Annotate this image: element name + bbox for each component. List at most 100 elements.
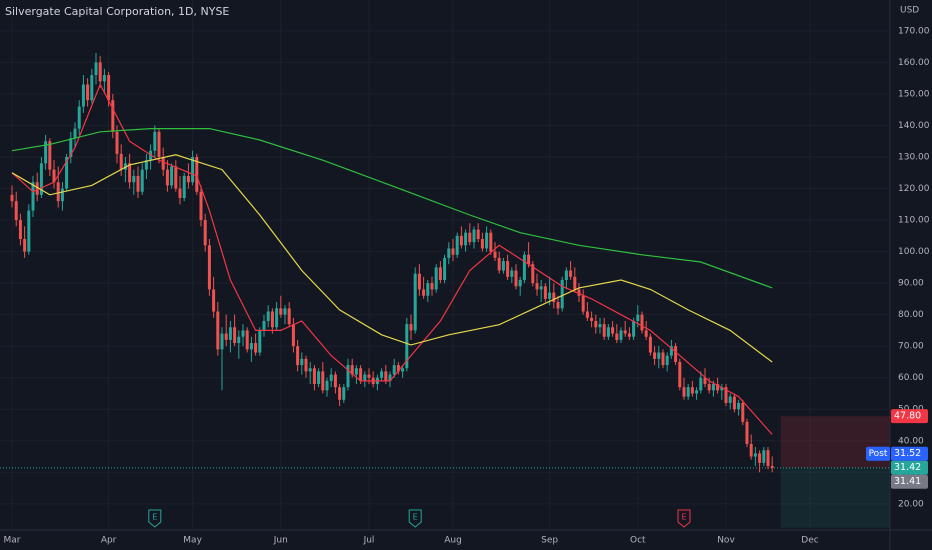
candle-body	[493, 251, 497, 258]
candle-body	[527, 254, 531, 265]
candle-body	[556, 302, 560, 309]
candle-body	[102, 75, 106, 82]
candle-body	[342, 387, 346, 400]
candle-body	[94, 62, 98, 76]
candle-body	[367, 374, 371, 378]
candle-body	[430, 283, 434, 290]
candle-body	[669, 346, 673, 356]
candle-body	[77, 106, 81, 129]
candle-body	[73, 128, 77, 139]
candle-body	[195, 157, 199, 192]
candle-body	[270, 311, 274, 328]
candle-body	[602, 324, 606, 337]
candle-body	[363, 374, 367, 381]
candle-body	[758, 453, 762, 463]
candle-body	[422, 289, 426, 296]
candle-body	[703, 377, 707, 385]
candle-body	[476, 229, 480, 239]
x-tick-label: Oct	[630, 536, 646, 546]
candle-body	[249, 343, 253, 350]
y-tick-label: 40.00	[898, 436, 924, 446]
candle-body	[275, 308, 279, 328]
candle-body	[657, 352, 661, 359]
candle-body	[766, 450, 770, 466]
candle-body	[48, 141, 52, 170]
x-tick-label: Dec	[801, 536, 818, 546]
candle-body	[161, 157, 165, 170]
candle-body	[283, 308, 287, 315]
candle-body	[81, 84, 85, 107]
candle-body	[552, 292, 556, 303]
axes: 20.0030.0040.0050.0060.0070.0080.0090.00…	[4, 26, 930, 545]
candle-body	[392, 365, 396, 375]
candle-body	[711, 384, 715, 391]
candle-body	[611, 327, 615, 334]
candle-body	[459, 235, 463, 246]
candle-body	[312, 368, 316, 385]
earnings-marker	[148, 509, 162, 528]
candle-body	[497, 257, 501, 271]
candle-body	[438, 267, 442, 280]
candle-body	[291, 324, 295, 347]
candle-body	[443, 257, 447, 280]
candle-body	[220, 333, 224, 350]
candle-body	[472, 229, 476, 243]
moving-average	[11, 83, 773, 435]
candle-body	[678, 361, 682, 388]
candle-body	[514, 270, 518, 287]
candle-body	[661, 352, 665, 366]
candle-body	[581, 295, 585, 312]
candle-body	[560, 279, 564, 309]
candle-body	[212, 289, 216, 312]
y-tick-label: 140.00	[898, 121, 930, 131]
target-zone	[780, 467, 890, 528]
candle-body	[396, 365, 400, 372]
x-tick-label: May	[183, 536, 202, 546]
position	[0, 416, 890, 528]
candle-body	[569, 270, 573, 277]
moving-average	[11, 154, 773, 363]
candle-body	[199, 191, 203, 221]
candle-body	[128, 163, 132, 183]
candle-body	[262, 320, 266, 331]
candle-body	[115, 131, 119, 154]
candle-body	[69, 138, 73, 158]
candle-body	[157, 131, 161, 158]
candle-body	[426, 283, 430, 296]
candle-body	[506, 261, 510, 277]
candle-body	[35, 182, 39, 195]
candle-body	[623, 330, 627, 334]
candle-body	[388, 374, 392, 381]
candle-body	[27, 210, 31, 252]
candle-body	[216, 311, 220, 350]
candle-body	[619, 330, 623, 340]
candle-body	[741, 402, 745, 422]
candle-body	[699, 377, 703, 391]
candle-body	[451, 248, 455, 255]
candle-body	[648, 336, 652, 353]
candle-body	[359, 368, 363, 381]
candle-body	[136, 175, 140, 192]
earnings-label: E	[152, 513, 157, 522]
price-tag	[891, 446, 928, 461]
candle-body	[228, 327, 232, 340]
candle-body	[56, 182, 60, 202]
candle-body	[686, 387, 690, 397]
y-tick-label: 100.00	[898, 247, 930, 257]
y-tick-label: 150.00	[898, 89, 930, 99]
price-tag-label: 31.41	[894, 476, 921, 487]
candle-body	[245, 330, 249, 350]
candle-body	[564, 270, 568, 280]
candle-body	[329, 374, 333, 381]
candle-body	[86, 84, 90, 101]
candle-body	[636, 314, 640, 321]
candle-body	[191, 157, 195, 183]
candle-body	[31, 182, 35, 211]
earnings-marker	[677, 509, 691, 528]
candle-body	[14, 201, 18, 221]
candle-body	[543, 286, 547, 299]
x-tick-label: Aug	[444, 536, 462, 546]
y-tick-label: 20.00	[898, 499, 924, 509]
x-tick-label: Jun	[273, 536, 288, 546]
